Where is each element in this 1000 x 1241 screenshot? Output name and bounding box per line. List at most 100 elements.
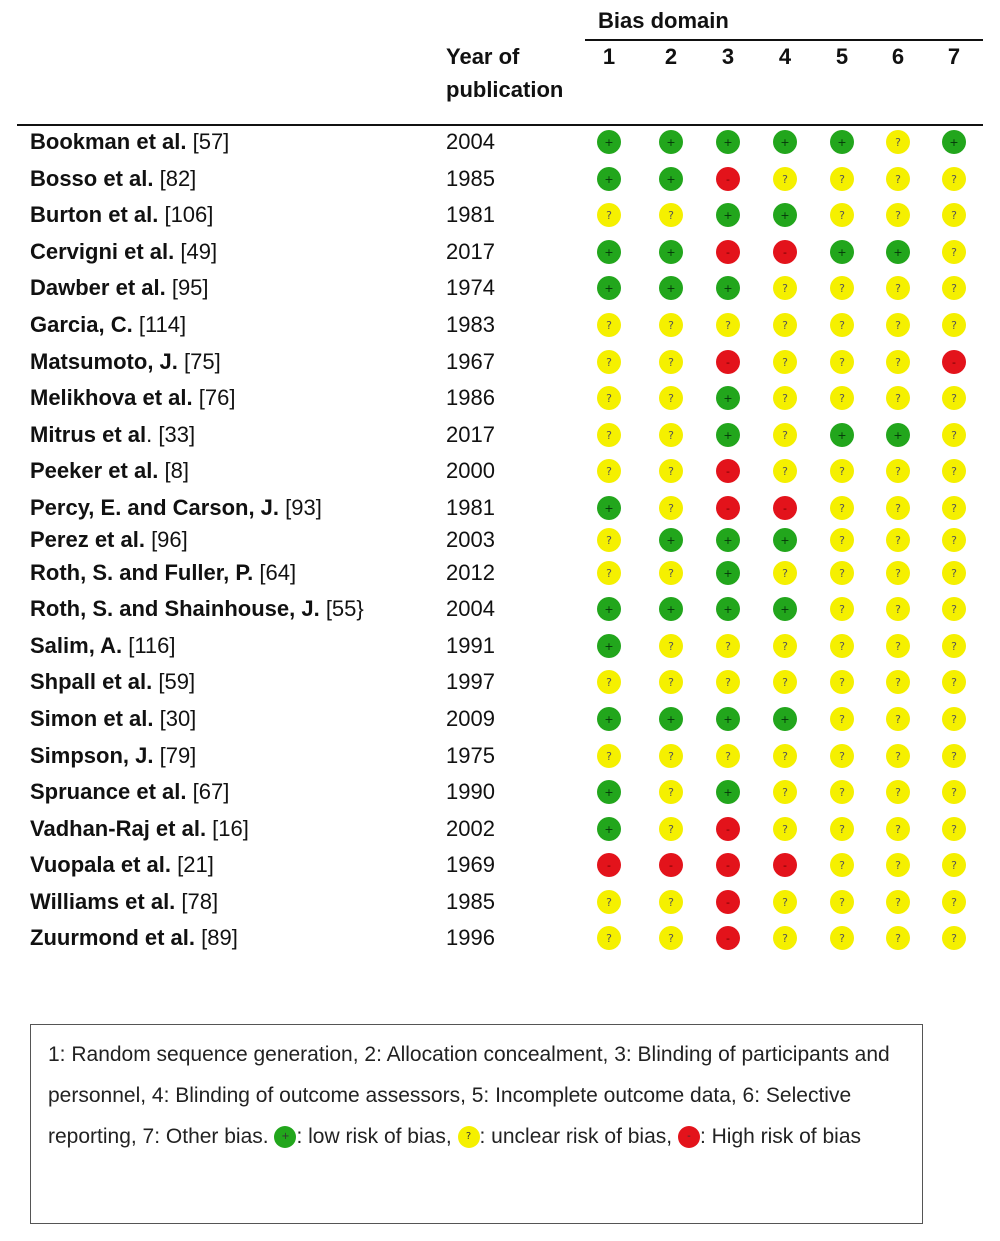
study-label: Spruance et al. [67] (30, 775, 229, 809)
unclear-risk-marker: ? (716, 313, 740, 337)
unclear-risk-marker: ? (942, 707, 966, 731)
low-risk-marker: + (716, 276, 740, 300)
unclear-risk-marker: ? (773, 423, 797, 447)
study-label: Melikhova et al. [76] (30, 381, 235, 415)
low-risk-marker: + (597, 780, 621, 804)
unclear-risk-marker: ? (597, 528, 621, 552)
study-reference: [93] (279, 495, 322, 520)
study-author: Zuurmond et al. (30, 925, 195, 950)
unclear-risk-marker: ? (886, 890, 910, 914)
unclear-risk-marker: ? (942, 276, 966, 300)
study-author: Roth, S. and Shainhouse, J. (30, 596, 320, 621)
publication-year: 2002 (446, 816, 495, 841)
low-risk-marker: + (659, 276, 683, 300)
study-reference: [96] (144, 527, 188, 552)
unclear-risk-marker: ? (886, 561, 910, 585)
study-label: Garcia, C. [114] (30, 308, 186, 342)
unclear-risk-marker: ? (942, 459, 966, 483)
low-risk-marker: + (659, 167, 683, 191)
publication-year: 2004 (446, 596, 495, 621)
publication-year: 1985 (446, 166, 495, 191)
unclear-risk-marker: ? (773, 670, 797, 694)
table-row: Melikhova et al. [76] 1986?? +???? (0, 381, 1000, 415)
study-author: Shpall et al. (30, 669, 153, 694)
unclear-risk-marker: ? (886, 350, 910, 374)
high-risk-marker: - (716, 167, 740, 191)
unclear-risk-marker: ? (942, 561, 966, 585)
unclear-risk-marker: ? (659, 459, 683, 483)
study-label: Shpall et al. [59] (30, 665, 195, 699)
high-risk-marker: - (716, 853, 740, 877)
publication-year: 1997 (446, 669, 495, 694)
low-risk-marker: + (716, 423, 740, 447)
bias-domain-title: Bias domain (598, 8, 729, 33)
unclear-risk-marker: ? (773, 817, 797, 841)
study-reference: [55} (319, 596, 364, 621)
study-label: Roth, S. and Shainhouse, J. [55} (30, 592, 364, 626)
unclear-risk-marker: ? (942, 167, 966, 191)
legend-domain-definitions: 1: Random sequence generation, 2: Alloca… (48, 1043, 890, 1148)
publication-year: 1974 (446, 275, 495, 300)
low-risk-marker: + (716, 203, 740, 227)
unclear-risk-marker: ? (597, 203, 621, 227)
unclear-risk-marker: ? (773, 634, 797, 658)
low-risk-marker: + (597, 240, 621, 264)
unclear-risk-marker: ? (597, 423, 621, 447)
study-author: Simpson, J. (30, 743, 154, 768)
unclear-risk-marker: ? (942, 240, 966, 264)
unclear-risk-marker: ? (659, 670, 683, 694)
high-risk-marker: - (773, 240, 797, 264)
unclear-risk-marker: ? (942, 203, 966, 227)
study-author: Mitrus et al (30, 422, 147, 447)
low-risk-marker: + (830, 240, 854, 264)
high-risk-marker: - (773, 496, 797, 520)
unclear-risk-marker: ? (886, 926, 910, 950)
publication-year: 2000 (446, 458, 495, 483)
year-header-line1: Year of (446, 44, 520, 69)
unclear-risk-marker: ? (597, 926, 621, 950)
high-risk-marker: - (597, 853, 621, 877)
unclear-risk-marker: ? (773, 744, 797, 768)
table-row: Peeker et al. [8] 2000?? -???? (0, 454, 1000, 488)
publication-year: 1975 (446, 743, 495, 768)
unclear-risk-marker: ? (773, 561, 797, 585)
study-reference: [64] (253, 560, 297, 585)
publication-year: 1990 (446, 779, 495, 804)
low-risk-marker: + (597, 167, 621, 191)
study-label: Salim, A. [116] (30, 629, 176, 663)
unclear-risk-marker: ? (716, 634, 740, 658)
study-label: Simpson, J. [79] (30, 739, 196, 773)
unclear-risk-marker: ? (659, 780, 683, 804)
unclear-risk-marker: ? (597, 561, 621, 585)
unclear-risk-marker: ? (773, 276, 797, 300)
study-reference: [49] (174, 239, 218, 264)
study-reference: [106] (158, 202, 214, 227)
study-reference: [114] (132, 312, 187, 337)
study-author: Bookman et al. (30, 129, 187, 154)
table-row: Simon et al. [30] 2009 + + + +??? (0, 702, 1000, 736)
unclear-risk-marker: ? (830, 853, 854, 877)
low-risk-marker: + (773, 597, 797, 621)
study-author: Roth, S. and Fuller, P. (30, 560, 254, 585)
publication-year: 2003 (446, 527, 495, 552)
study-author: Bosso et al. (30, 166, 154, 191)
unclear-risk-marker: ? (942, 597, 966, 621)
unclear-risk-marker: ? (942, 853, 966, 877)
low-risk-marker: + (773, 707, 797, 731)
unclear-risk-marker: ? (659, 890, 683, 914)
unclear-risk-marker: ? (886, 130, 910, 154)
study-reference: [21] (171, 852, 214, 877)
domain-column-header: 5 (835, 44, 849, 69)
unclear-risk-marker: ? (830, 386, 854, 410)
unclear-risk-marker: ? (830, 670, 854, 694)
study-label: Vadhan-Raj et al. [16] (30, 812, 249, 846)
unclear-risk-marker: ? (942, 817, 966, 841)
study-author: Burton et al. (30, 202, 159, 227)
publication-year: 2017 (446, 422, 495, 447)
study-reference: [89] (195, 925, 238, 950)
low-risk-marker: + (830, 423, 854, 447)
unclear-risk-marker: ? (830, 276, 854, 300)
unclear-risk-marker: ? (942, 496, 966, 520)
unclear-risk-marker: ? (659, 926, 683, 950)
